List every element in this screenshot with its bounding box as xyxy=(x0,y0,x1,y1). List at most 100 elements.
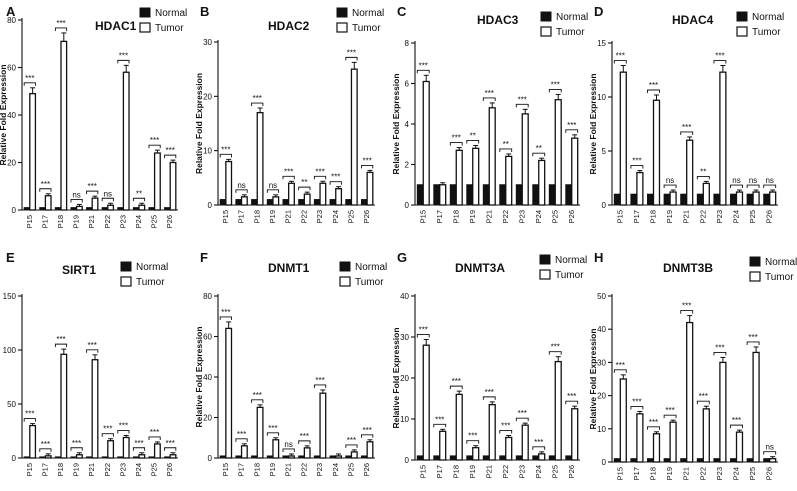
bar-normal xyxy=(39,456,46,459)
legend-swatch-tumor xyxy=(736,26,748,37)
bar-tumor xyxy=(702,408,710,463)
significance-label: *** xyxy=(253,391,262,400)
significance-label: *** xyxy=(41,440,50,449)
significance-label: *** xyxy=(485,388,494,397)
legend-label-normal: Normal xyxy=(136,262,168,273)
significance-bracket xyxy=(613,60,627,64)
x-tick-label: P21 xyxy=(284,210,293,223)
x-tick-label: P22 xyxy=(698,210,707,223)
x-tick-label: P25 xyxy=(748,210,757,223)
bar-tumor xyxy=(422,344,430,461)
legend: Normal Tumor xyxy=(139,7,187,34)
y-tick-label: 10 xyxy=(597,425,606,434)
legend-swatch-tumor xyxy=(540,26,552,37)
significance-label: *** xyxy=(551,343,560,352)
significance-bracket xyxy=(70,198,83,203)
y-axis-label: Relative Fold Expression xyxy=(194,326,204,427)
significance-bracket xyxy=(548,88,562,93)
bar-normal xyxy=(466,455,474,461)
x-tick-label: P26 xyxy=(567,465,576,478)
x-tick-label: P18 xyxy=(252,463,261,476)
panel-letter: G xyxy=(397,250,407,265)
panel-letter: E xyxy=(6,250,15,265)
significance-label: ** xyxy=(536,144,542,153)
x-tick-label: P15 xyxy=(418,465,427,478)
bar-tumor xyxy=(319,182,327,206)
significance-label: *** xyxy=(237,430,246,439)
bar-tumor xyxy=(91,197,99,211)
y-tick-label: 2 xyxy=(405,161,410,170)
bar-tumor xyxy=(335,188,343,206)
bar-normal xyxy=(219,455,227,459)
legend-swatch-tumor xyxy=(339,276,351,287)
x-tick-label: P19 xyxy=(468,465,477,478)
bar-normal xyxy=(148,207,156,211)
bar-tumor xyxy=(554,360,562,461)
bar-tumor xyxy=(256,111,264,206)
significance-label: *** xyxy=(616,52,625,61)
bar-tumor xyxy=(636,171,644,206)
bar-normal xyxy=(730,193,737,206)
bar-tumor xyxy=(287,455,295,459)
legend-swatch-tumor xyxy=(120,276,132,287)
x-tick-label: P17 xyxy=(237,463,246,476)
bar-tumor xyxy=(702,182,710,206)
bar-normal xyxy=(565,455,573,461)
bar-tumor xyxy=(169,454,177,459)
panel-letter: D xyxy=(594,4,603,19)
legend-swatch-normal xyxy=(336,7,348,18)
x-tick-label: P19 xyxy=(468,210,477,223)
bar-normal xyxy=(630,458,638,463)
x-tick-label: P26 xyxy=(765,467,774,480)
bar-normal xyxy=(282,455,290,459)
x-tick-label: P26 xyxy=(165,463,174,476)
x-tick-label: P19 xyxy=(72,463,81,476)
bar-tumor xyxy=(122,71,130,211)
significance-bracket xyxy=(251,399,264,403)
y-tick-label: 100 xyxy=(3,346,17,355)
significance-bracket xyxy=(298,440,311,444)
significance-bracket xyxy=(499,148,513,152)
bar-tumor xyxy=(719,71,727,206)
panel-G: G DNMT3A Normal Tumor 0 10 20 30 40 Relative Fold… xyxy=(391,250,587,478)
bar-normal xyxy=(70,207,78,211)
x-tick-label: P23 xyxy=(315,210,324,223)
x-tick-label: P18 xyxy=(56,463,65,476)
significance-bracket xyxy=(532,446,546,450)
y-tick-label: 20 xyxy=(203,92,212,101)
bar-tumor xyxy=(752,191,760,206)
x-tick-label: P25 xyxy=(346,463,355,476)
significance-bracket xyxy=(70,447,83,451)
bar-tumor xyxy=(455,393,463,461)
legend: Normal Tumor xyxy=(749,256,797,283)
chart-title: HDAC4 xyxy=(672,13,714,27)
bar-normal xyxy=(235,199,243,206)
legend-label-normal: Normal xyxy=(155,8,187,19)
bar-normal xyxy=(235,455,243,459)
significance-label: *** xyxy=(715,343,724,352)
significance-label: *** xyxy=(748,333,757,342)
bar-normal xyxy=(696,458,704,463)
significance-bracket xyxy=(565,400,579,405)
bar-normal xyxy=(345,199,352,206)
significance-label: *** xyxy=(56,19,65,28)
x-tick-label: P21 xyxy=(682,467,691,480)
significance-bracket xyxy=(449,142,463,146)
bar-tumor xyxy=(287,182,295,206)
significance-bracket xyxy=(713,60,727,64)
significance-bracket xyxy=(101,433,114,437)
y-tick-label: 50 xyxy=(597,292,606,301)
panel-E: E SIRT1 Normal Tumor 0 50 100 150 *** P15 *** P17 **… xyxy=(3,250,178,476)
bar-tumor xyxy=(619,378,627,463)
bar-normal xyxy=(54,456,62,459)
y-tick-label: 10 xyxy=(597,93,606,102)
x-tick-label: P26 xyxy=(165,215,174,228)
significance-label: ns xyxy=(749,176,757,185)
panel-letter: H xyxy=(594,250,603,265)
y-tick-label: 4 xyxy=(405,120,410,129)
significance-label: *** xyxy=(534,438,543,447)
x-tick-label: P21 xyxy=(484,465,493,478)
bar-tumor xyxy=(505,155,513,206)
x-tick-label: P23 xyxy=(118,463,127,476)
x-tick-label: P25 xyxy=(150,215,159,228)
